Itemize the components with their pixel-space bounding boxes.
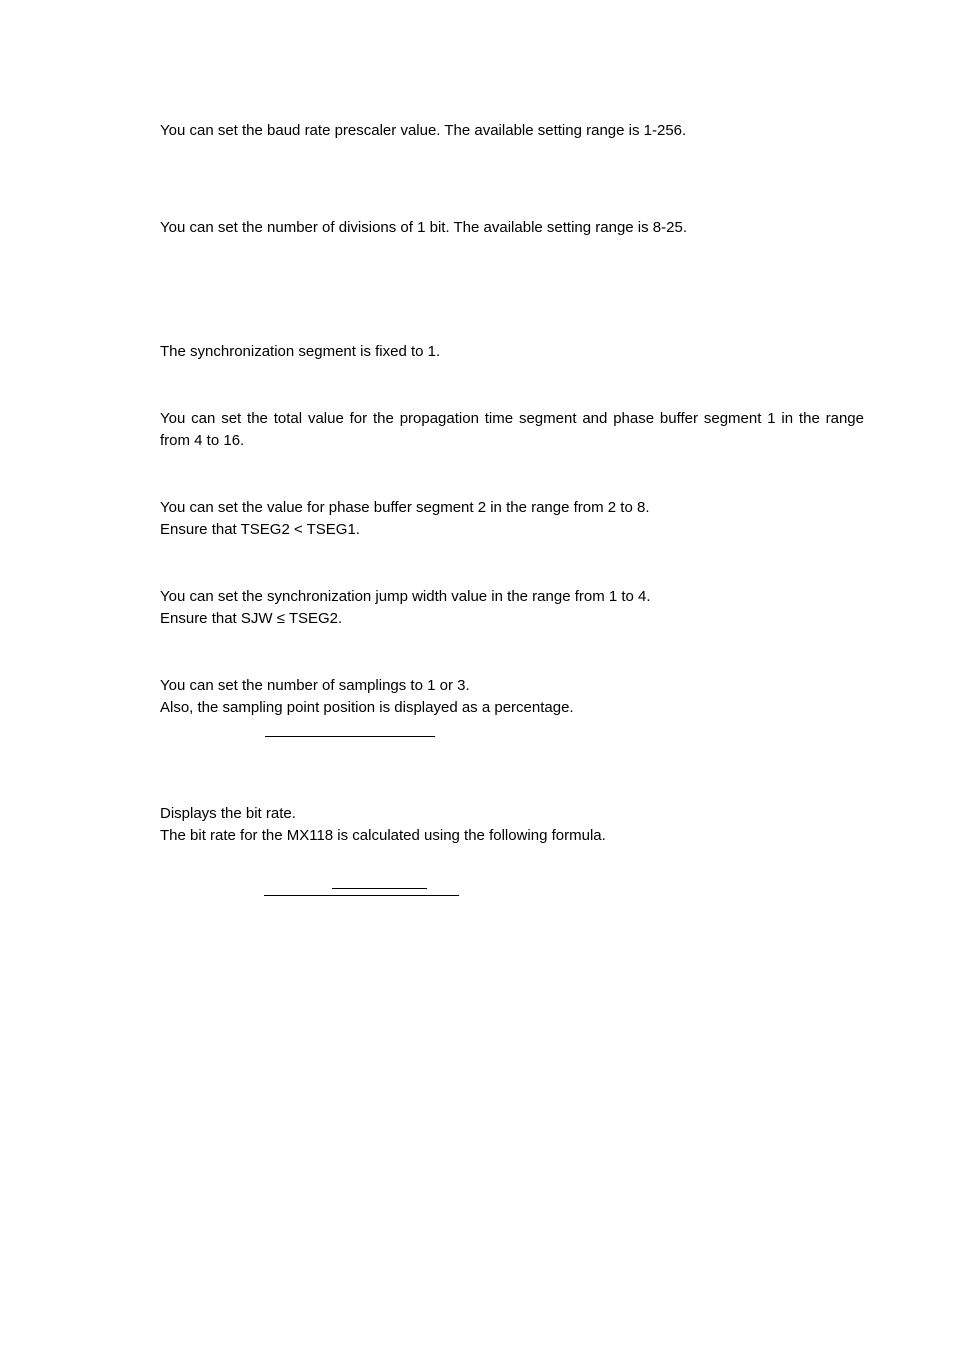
spacer: [160, 745, 864, 803]
text-sjw-constraint: Ensure that SJW ≤ TSEG2.: [160, 608, 864, 631]
text-sampling-position: Also, the sampling point position is dis…: [160, 697, 864, 720]
spacer: [160, 159, 864, 217]
spacer: [160, 558, 864, 586]
text-sync-jump-width: You can set the synchronization jump wid…: [160, 586, 864, 609]
formula-divider-3: [264, 895, 459, 896]
text-phase-buffer-2: You can set the value for phase buffer s…: [160, 497, 864, 520]
text-bit-rate-formula: The bit rate for the MX118 is calculated…: [160, 825, 864, 848]
text-sync-segment: The synchronization segment is fixed to …: [160, 343, 440, 360]
paragraph-samplings: You can set the number of samplings to 1…: [160, 675, 864, 720]
text-bit-rate: Displays the bit rate.: [160, 803, 864, 826]
formula-divider-1: [265, 736, 435, 737]
paragraph-propagation-time: You can set the total value for the prop…: [160, 408, 864, 453]
spacer: [160, 313, 864, 341]
paragraph-sync-jump-width: You can set the synchronization jump wid…: [160, 586, 864, 631]
spacer: [160, 255, 864, 313]
formula-divider-2: [332, 888, 427, 889]
text-divisions: You can set the number of divisions of 1…: [160, 219, 687, 236]
text-baud-rate-prescaler: You can set the baud rate prescaler valu…: [160, 122, 686, 139]
paragraph-phase-buffer-2: You can set the value for phase buffer s…: [160, 497, 864, 542]
spacer: [160, 469, 864, 497]
spacer: [160, 864, 864, 882]
paragraph-sync-segment: The synchronization segment is fixed to …: [160, 341, 864, 364]
paragraph-divisions: You can set the number of divisions of 1…: [160, 217, 864, 240]
spacer: [160, 380, 864, 408]
paragraph-bit-rate: Displays the bit rate. The bit rate for …: [160, 803, 864, 848]
paragraph-baud-rate-prescaler: You can set the baud rate prescaler valu…: [160, 120, 864, 143]
text-samplings: You can set the number of samplings to 1…: [160, 675, 864, 698]
text-propagation-time: You can set the total value for the prop…: [160, 410, 864, 450]
spacer: [160, 647, 864, 675]
text-tseg-constraint: Ensure that TSEG2 < TSEG1.: [160, 519, 864, 542]
